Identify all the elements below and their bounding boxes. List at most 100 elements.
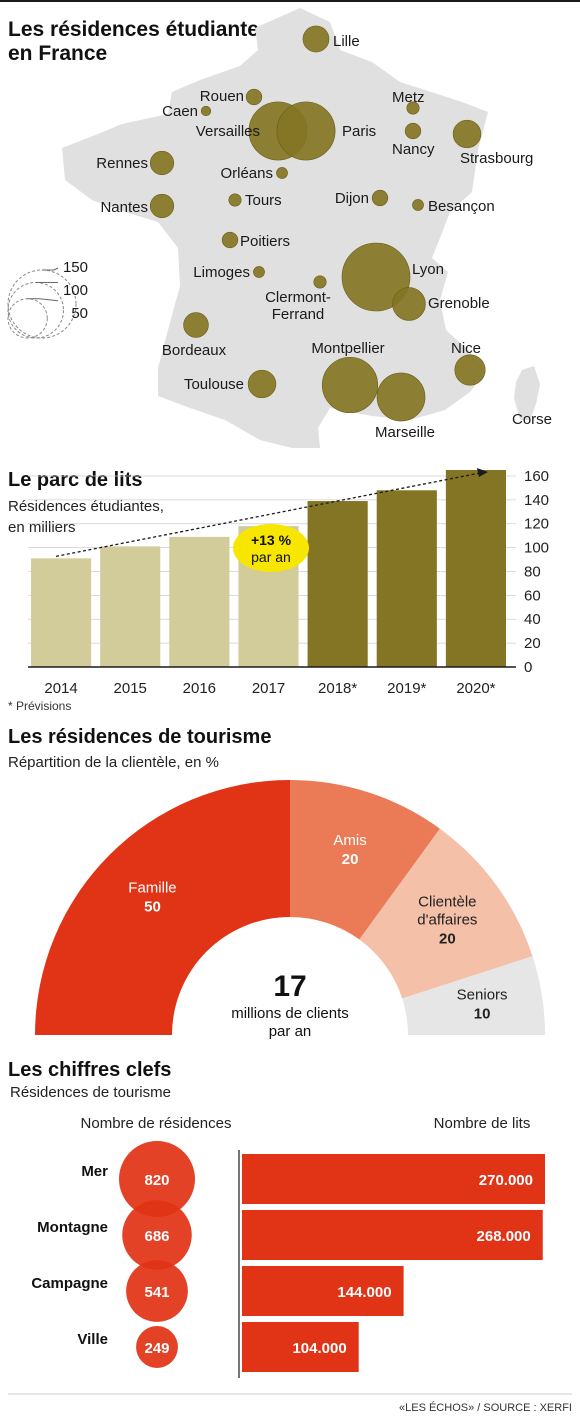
key-figures-title: Les chiffres clefs [8, 1059, 171, 1081]
bar [307, 501, 368, 667]
legend-leader [39, 298, 59, 302]
bar-subtitle: en milliers [8, 519, 76, 536]
legend-circle [7, 281, 65, 339]
city-bubble [276, 101, 336, 161]
donut-subtitle: Répartition de la clientèle, en % [8, 754, 219, 771]
city-label: Besançon [428, 198, 495, 215]
city-label: Rennes [96, 155, 148, 172]
city-bubble [412, 199, 424, 211]
city-label: Ferrand [272, 306, 325, 323]
legend-value: 100 [63, 282, 88, 299]
city-bubble [245, 88, 263, 106]
city-bubble [404, 122, 422, 140]
city-label: Toulouse [184, 376, 244, 393]
donut-section: Les résidences de tourisme Répartition de… [8, 726, 545, 1040]
center-value: 17 [273, 970, 306, 1003]
city-label: Montpellier [311, 340, 384, 357]
city-label: Metz [392, 89, 425, 106]
city-bubble [392, 287, 426, 321]
france-land [62, 8, 488, 448]
residences-value: 686 [144, 1228, 169, 1245]
bar [100, 546, 161, 667]
category-label: Montagne [37, 1219, 108, 1236]
residences-value: 249 [144, 1340, 169, 1357]
y-tick-label: 120 [524, 516, 549, 533]
lits-bar [242, 1154, 545, 1204]
donut-title: Les résidences de tourisme [8, 726, 271, 748]
city-label: Grenoble [428, 295, 490, 312]
lits-bar [242, 1322, 359, 1372]
city-label: Orléans [220, 165, 273, 182]
city-bubble [183, 312, 209, 338]
bar [445, 470, 506, 667]
city-label: Rouen [200, 88, 244, 105]
city-label: Dijon [335, 190, 369, 207]
x-tick-label: 2019* [387, 680, 426, 697]
x-tick-label: 2014 [44, 680, 77, 697]
y-tick-label: 40 [524, 611, 541, 628]
city-label: Nancy [392, 141, 435, 158]
trend-line [55, 472, 481, 557]
legend-leader [53, 267, 59, 271]
city-bubble [247, 369, 277, 399]
x-tick-label: 2020* [456, 680, 495, 697]
bar [376, 490, 437, 667]
city-bubble [228, 193, 242, 207]
city-bubble [149, 193, 175, 219]
slice-label: d'affaires [417, 912, 477, 929]
city-bubble [302, 25, 330, 53]
key-figures-section: Les chiffres clefs Résidences de tourisme… [8, 1059, 545, 1378]
footnote: * Prévisions [8, 699, 71, 713]
category-label: Ville [77, 1331, 108, 1348]
slice-label: Seniors [457, 987, 508, 1004]
residences-circle [136, 1326, 178, 1368]
bar [31, 558, 92, 667]
city-label: Nantes [100, 199, 148, 216]
city-bubble [341, 242, 411, 312]
slice-label: Amis [333, 832, 366, 849]
bar-subtitle: Résidences étudiantes, [8, 498, 164, 515]
y-tick-label: 160 [524, 468, 549, 485]
source-credit: «LES ÉCHOS» / SOURCE : XERFI [399, 1401, 572, 1414]
residences-circle [122, 1200, 192, 1270]
residences-value: 541 [144, 1284, 169, 1301]
legend-value: 150 [63, 259, 88, 276]
slice-label: Famille [128, 879, 176, 896]
trend-text: par an [251, 549, 291, 565]
city-bubble [454, 354, 486, 386]
city-label: Paris [342, 123, 376, 140]
residences-circle [119, 1141, 195, 1217]
slice-label: Clientèle [418, 894, 476, 911]
city-label: Clermont- [265, 289, 331, 306]
corse-land [514, 366, 540, 420]
y-tick-label: 80 [524, 563, 541, 580]
city-label: Strasbourg [460, 150, 533, 167]
slice-value: 20 [439, 931, 456, 948]
x-tick-label: 2017 [252, 680, 285, 697]
city-label: Lyon [412, 261, 444, 278]
city-bubble [253, 266, 265, 278]
slice-value: 10 [474, 1006, 491, 1023]
city-label: Lille [333, 33, 360, 50]
lits-value: 268.000 [477, 1228, 531, 1245]
y-tick-label: 100 [524, 540, 549, 557]
city-bubble [371, 189, 389, 207]
city-bubble [452, 119, 482, 149]
city-bubble [313, 275, 327, 289]
category-label: Mer [81, 1163, 108, 1180]
y-tick-label: 60 [524, 587, 541, 604]
city-label: Bordeaux [162, 342, 227, 359]
city-label: Limoges [193, 264, 250, 281]
bubbles [149, 25, 486, 422]
trend-badge [233, 524, 309, 572]
city-bubble [406, 101, 420, 115]
donut-slice [35, 780, 290, 1035]
city-bubble [221, 231, 239, 249]
city-label: Tours [245, 192, 282, 209]
legend-value: 50 [71, 305, 88, 322]
residences-value: 820 [144, 1172, 169, 1189]
